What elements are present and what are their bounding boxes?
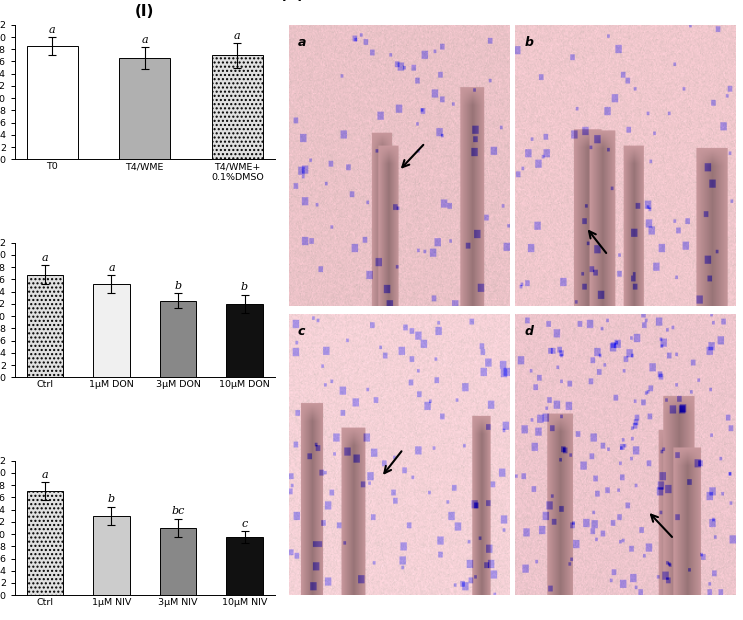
Text: c: c — [297, 326, 305, 339]
Title: (I): (I) — [135, 4, 155, 19]
Text: bc: bc — [172, 507, 185, 516]
Text: b: b — [175, 281, 181, 291]
Bar — [160, 528, 196, 595]
Text: b: b — [525, 36, 533, 49]
Text: d: d — [525, 326, 533, 339]
Text: a: a — [141, 35, 148, 45]
Bar — [93, 285, 130, 377]
Bar — [212, 55, 263, 159]
Bar — [226, 537, 263, 595]
Text: a: a — [49, 25, 56, 35]
Text: a: a — [297, 36, 306, 49]
Text: a: a — [234, 31, 241, 41]
Bar — [27, 491, 63, 595]
Text: a: a — [108, 263, 115, 273]
Bar — [93, 516, 130, 595]
Bar — [160, 301, 196, 377]
Bar — [120, 58, 170, 159]
Text: (II): (II) — [280, 0, 305, 2]
Text: a: a — [42, 253, 48, 263]
Bar — [27, 46, 77, 159]
Bar — [226, 304, 263, 377]
Text: b: b — [241, 282, 248, 292]
Bar — [27, 275, 63, 377]
Text: b: b — [108, 494, 115, 504]
Text: c: c — [241, 518, 247, 528]
Text: a: a — [42, 469, 48, 480]
